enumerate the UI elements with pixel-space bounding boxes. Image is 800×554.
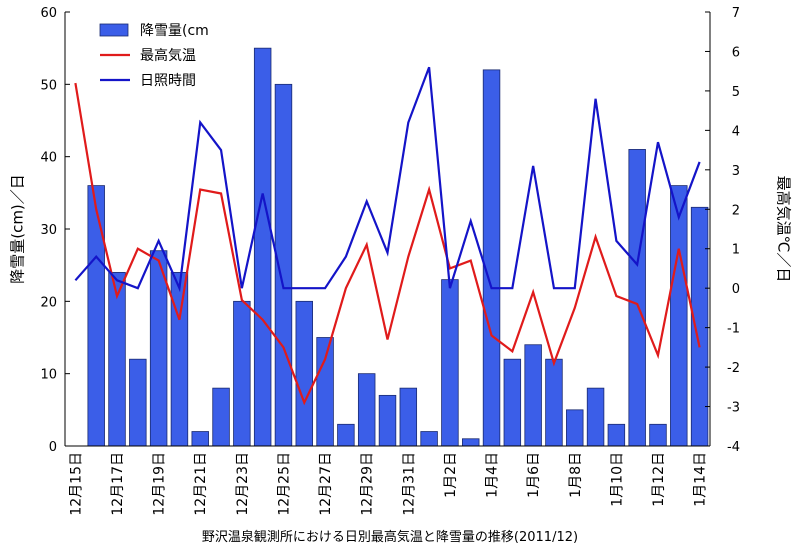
line-series xyxy=(74,82,701,406)
x-tick-label: 1月10日 xyxy=(609,452,625,507)
y-axis-title: 降雪量(cm)／日 xyxy=(9,174,27,284)
bar xyxy=(191,431,209,447)
legend-label: 最高気温 xyxy=(140,47,196,64)
bar xyxy=(482,69,501,447)
bar xyxy=(316,337,334,447)
x-tick-label: 1月6日 xyxy=(526,452,542,498)
y-tick-label: 60 xyxy=(40,6,57,21)
bar xyxy=(566,409,584,447)
bar xyxy=(503,358,522,447)
x-tick-label: 12月31日 xyxy=(401,452,417,516)
x-tick-label: 12月15日 xyxy=(68,452,84,516)
bar xyxy=(378,394,397,447)
bar xyxy=(212,387,230,447)
x-tick-label: 12月19日 xyxy=(152,452,168,516)
y2-tick-label: 7 xyxy=(732,6,740,21)
bar xyxy=(420,431,438,447)
y-tick-label: 30 xyxy=(40,223,57,238)
y2-tick-label: -4 xyxy=(727,440,740,455)
bar xyxy=(670,185,688,447)
bar xyxy=(357,373,376,447)
bar xyxy=(462,438,480,447)
x-tick-label: 1月8日 xyxy=(568,452,584,498)
y2-tick-label: 6 xyxy=(732,45,740,60)
bar xyxy=(170,271,189,447)
bar xyxy=(524,344,542,447)
x-tick-label: 1月2日 xyxy=(443,452,459,498)
bar xyxy=(253,47,272,447)
x-tick-label: 12月21日 xyxy=(193,452,209,516)
y-tick-label: 50 xyxy=(40,78,57,93)
bar xyxy=(129,358,147,447)
bar xyxy=(337,423,355,447)
y2-tick-label: -3 xyxy=(727,401,740,416)
bar xyxy=(295,300,313,447)
bar xyxy=(441,279,459,447)
legend-swatch xyxy=(99,23,129,37)
x-axis-title: 野沢温泉観測所における日別最高気温と降雪量の推移(2011/12) xyxy=(202,529,578,545)
y-tick-label: 40 xyxy=(40,151,57,166)
x-tick-label: 1月14日 xyxy=(693,452,709,507)
y2-tick-label: 4 xyxy=(732,124,740,139)
bar xyxy=(649,423,667,447)
y-tick-label: 10 xyxy=(40,368,57,383)
x-tick-label: 12月25日 xyxy=(276,452,292,516)
x-tick-label: 12月17日 xyxy=(110,452,126,516)
y-tick-label: 0 xyxy=(49,440,57,455)
line-series xyxy=(74,66,701,293)
bar xyxy=(399,387,418,447)
legend-label: 日照時間 xyxy=(140,73,196,89)
x-tick-label: 12月29日 xyxy=(360,452,376,516)
y2-tick-label: 5 xyxy=(732,85,740,100)
bar xyxy=(545,358,563,447)
y2-tick-label: -1 xyxy=(727,322,740,337)
x-tick-label: 1月4日 xyxy=(485,452,501,498)
bar xyxy=(87,185,105,447)
y-tick-label: 20 xyxy=(40,295,57,310)
bar xyxy=(586,387,605,447)
bar xyxy=(628,149,646,447)
y2-tick-label: 0 xyxy=(732,282,740,297)
y2-tick-label: -2 xyxy=(727,361,740,376)
y2-tick-label: 2 xyxy=(732,203,740,218)
x-tick-label: 12月27日 xyxy=(318,452,334,516)
y2-tick-label: 3 xyxy=(732,164,740,179)
bar xyxy=(607,423,626,447)
bar xyxy=(233,300,251,447)
x-tick-label: 1月12日 xyxy=(651,452,667,507)
bar xyxy=(690,206,709,447)
y2-tick-label: 1 xyxy=(732,243,740,258)
y2-axis-title: 最高気温℃／日 xyxy=(775,176,793,283)
x-tick-label: 12月23日 xyxy=(235,452,251,516)
legend-label: 降雪量(cm xyxy=(140,23,209,39)
